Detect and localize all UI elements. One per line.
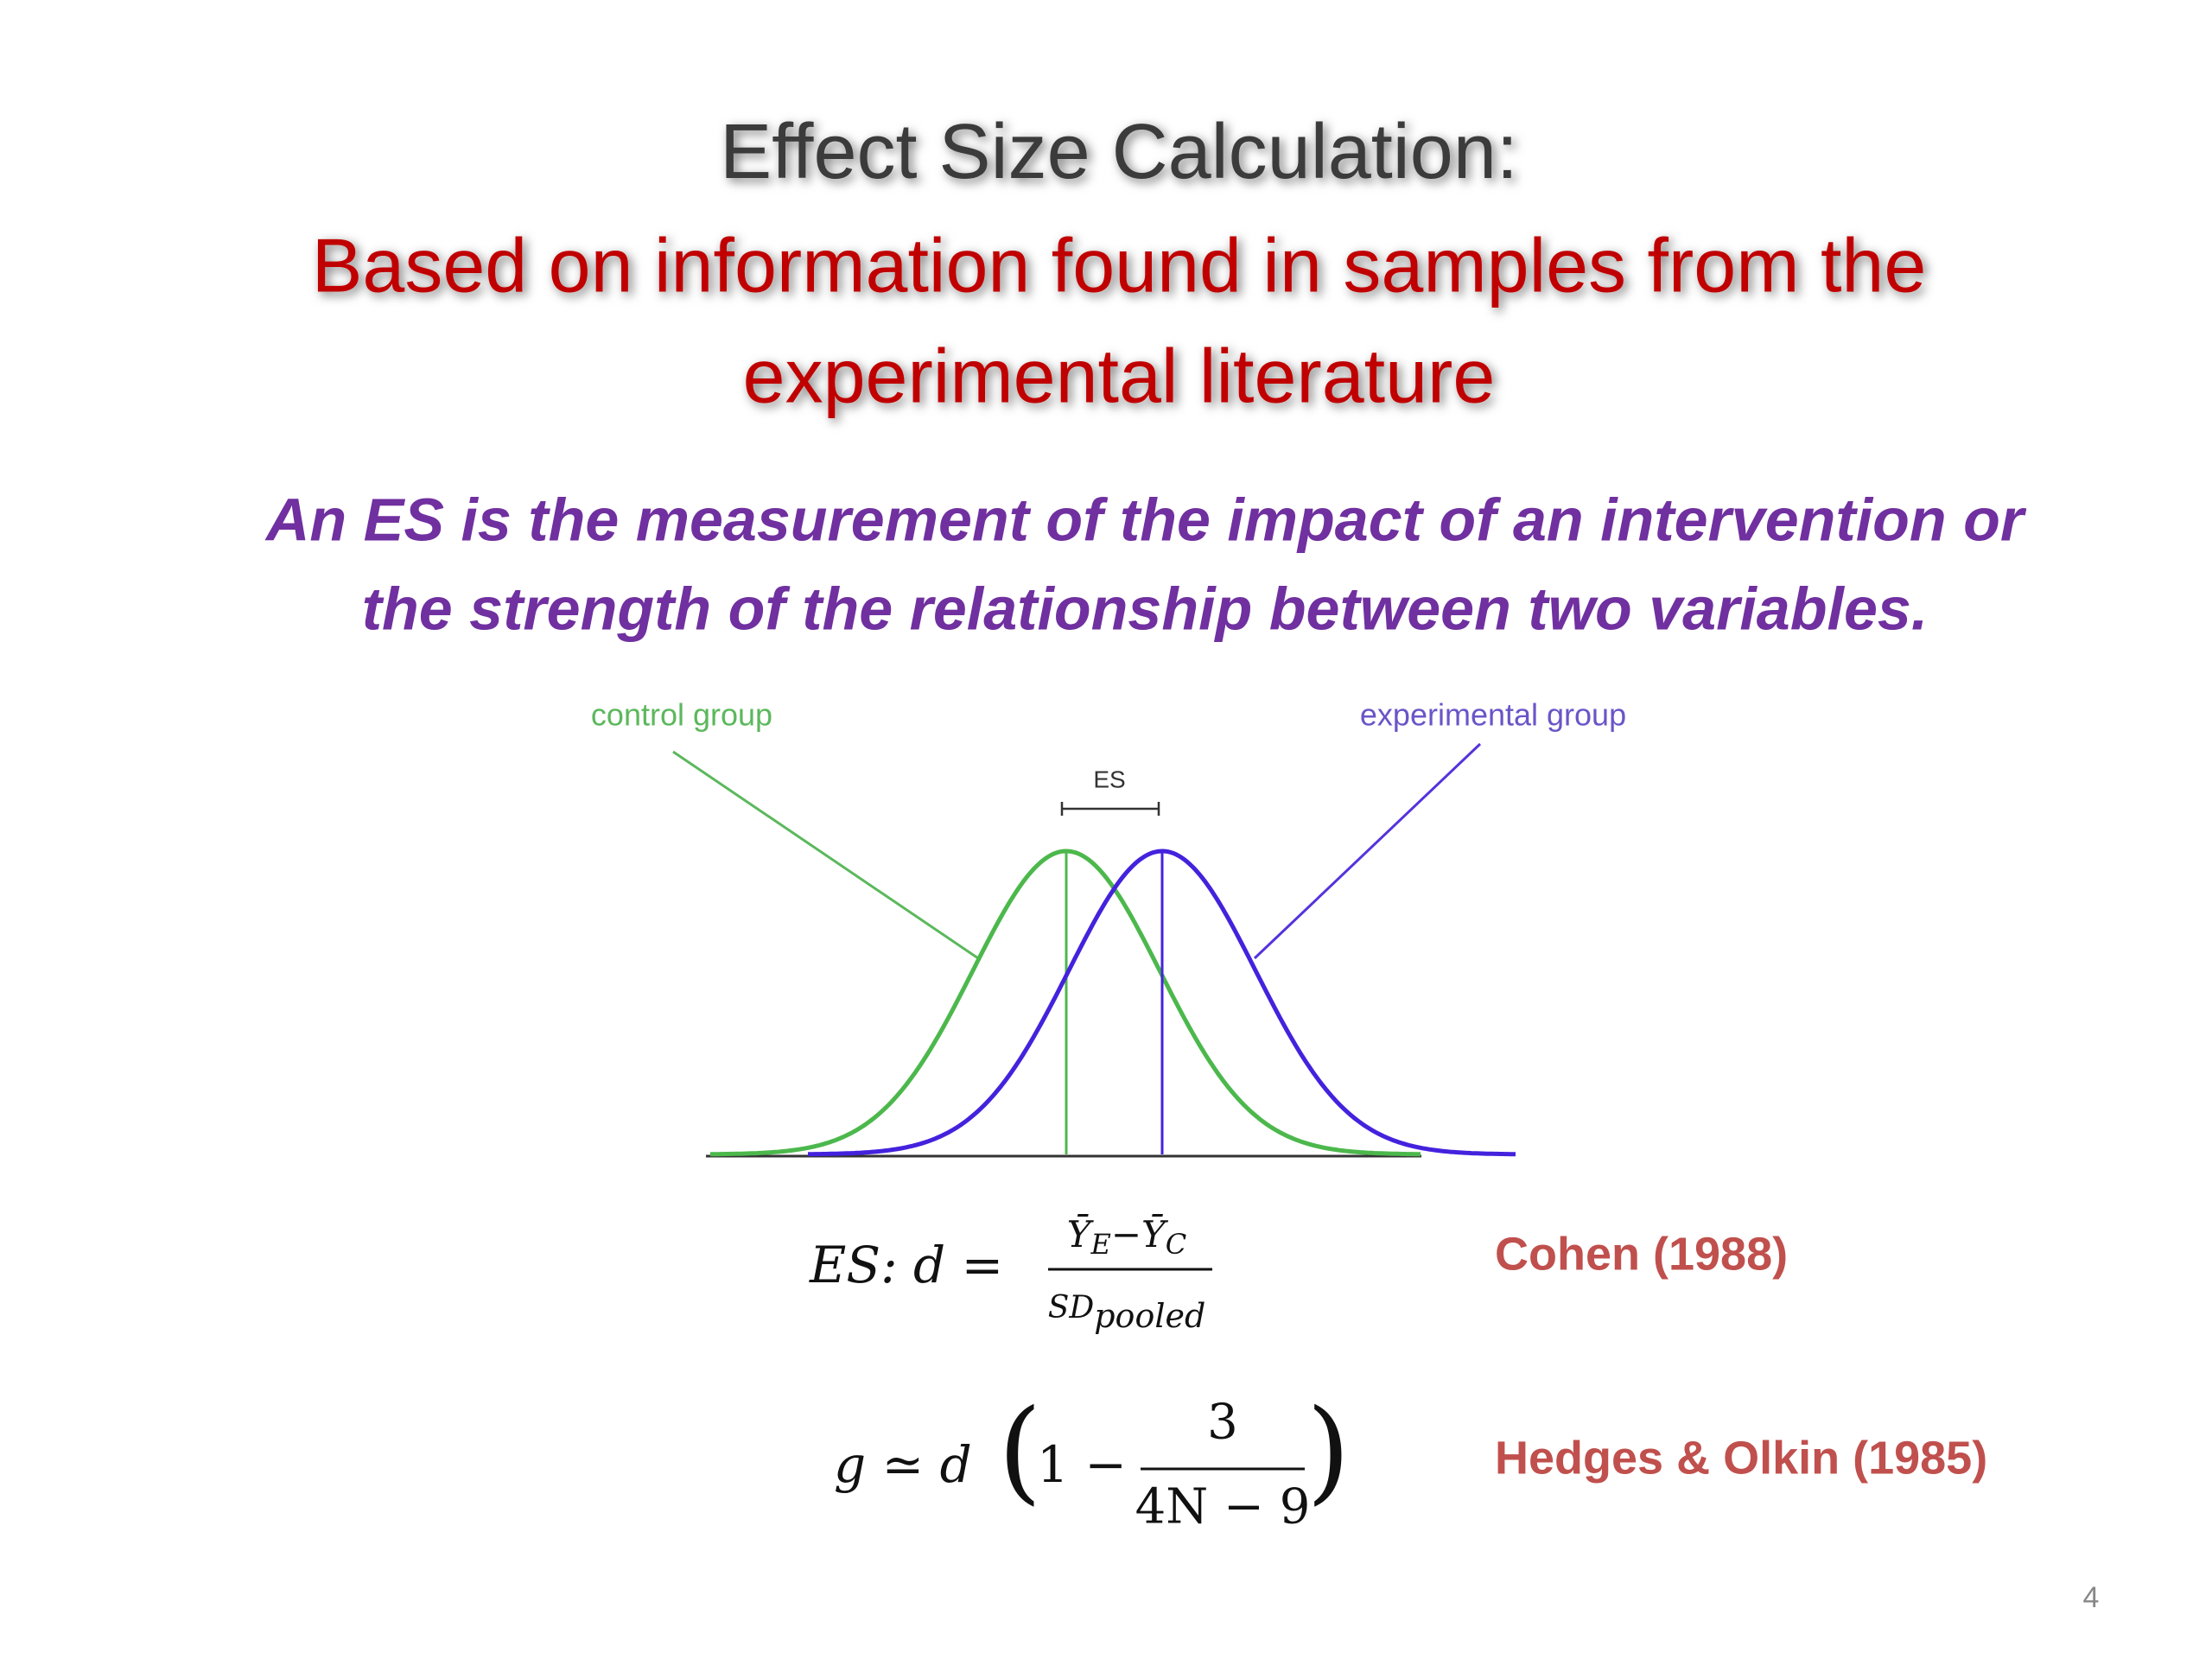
control-label: control group <box>591 697 772 733</box>
formula-lhs: ES: d = <box>809 1236 1003 1294</box>
page-number: 4 <box>2083 1581 2100 1614</box>
formula-numerator: 3 <box>1207 1395 1238 1451</box>
formula-lhs: g ≃ d <box>834 1435 972 1494</box>
subscript: C <box>1166 1228 1186 1261</box>
symbol: Ȳ <box>1067 1213 1095 1255</box>
paren: ( <box>998 1385 1042 1516</box>
subscript: E <box>1090 1228 1110 1261</box>
symbol: −Ȳ <box>1111 1213 1169 1255</box>
citation: Cohen (1988) <box>1495 1228 1788 1280</box>
es-label: ES <box>1093 766 1125 792</box>
symbol: SD <box>1048 1290 1095 1325</box>
formula-lead: 1 − <box>1037 1435 1127 1494</box>
definition: An ES is the measurement of the impact o… <box>264 486 2027 553</box>
formula-denominator: 4N − 9 <box>1135 1479 1311 1535</box>
citation: Hedges & Olkin (1985) <box>1495 1432 1987 1484</box>
experimental-label: experimental group <box>1360 697 1626 733</box>
leader-line <box>672 750 979 960</box>
formula-denominator: SDpooled <box>1048 1290 1206 1335</box>
paren: ) <box>1306 1385 1351 1516</box>
distribution-figure: control group experimental group ES <box>591 697 1626 1158</box>
subscript: pooled <box>1094 1297 1205 1335</box>
slide-subtitle: Based on information found in samples fr… <box>312 222 1927 308</box>
leader-line <box>1253 742 1482 960</box>
slide-title: Effect Size Calculation: <box>720 109 1518 195</box>
slide-subtitle: experimental literature <box>743 333 1496 418</box>
definition: the strength of the relationship between… <box>362 575 1929 642</box>
formula-numerator: ȲE−ȲC <box>1067 1213 1187 1261</box>
